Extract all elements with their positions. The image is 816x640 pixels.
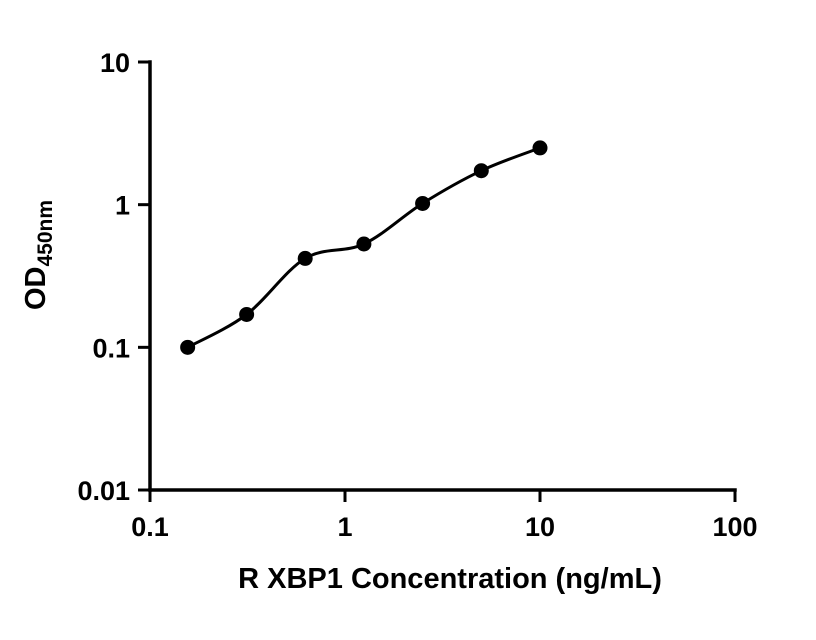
y-tick-label: 1 — [115, 191, 130, 221]
data-point — [415, 195, 431, 211]
data-point — [180, 339, 196, 355]
data-point — [532, 140, 548, 156]
y-tick-label: 0.1 — [92, 333, 130, 363]
x-tick-label: 10 — [525, 512, 555, 542]
axes-layer — [148, 60, 737, 492]
y-axis-title-subscript: 450nm — [34, 200, 57, 267]
x-axis-title: R XBP1 Concentration (ng/mL) — [238, 563, 662, 595]
x-tick-label: 100 — [712, 512, 757, 542]
y-tick-label: 10 — [100, 48, 130, 78]
data-point — [239, 306, 255, 322]
data-point — [473, 163, 489, 179]
y-axis-title-main: OD — [20, 267, 52, 311]
y-tick-label: 0.01 — [77, 476, 130, 506]
x-tick-label: 1 — [337, 512, 352, 542]
data-point — [297, 250, 313, 266]
y-axis-title: OD450nm — [20, 200, 57, 310]
series-layer — [180, 140, 548, 355]
data-point — [356, 236, 372, 252]
x-tick-label: 0.1 — [131, 512, 169, 542]
